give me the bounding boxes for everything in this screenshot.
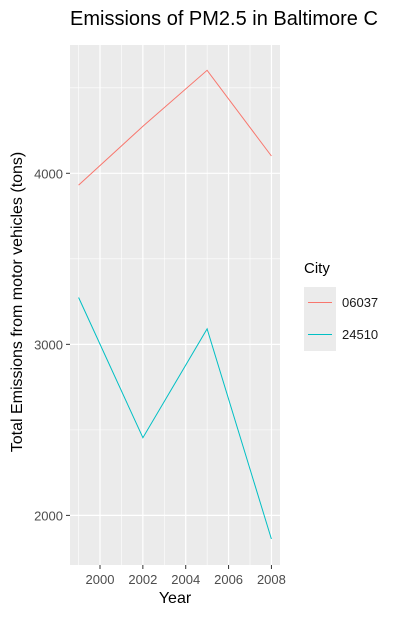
legend-item-06037: 06037 [304,287,378,319]
x-tick-label: 2002 [128,572,157,587]
chart-title: Emissions of PM2.5 in Baltimore C [70,8,378,30]
legend-line-24510 [308,334,332,335]
x-axis-label: Year [158,590,192,607]
legend-key-24510 [304,319,336,351]
plot-panel [70,45,280,565]
tick-labels: 2000 2002 2004 2006 2008 2000 3000 4000 [34,166,286,587]
legend-key-06037 [304,287,336,319]
y-tick-label: 2000 [34,508,63,523]
y-tick-label: 3000 [34,337,63,352]
minor-gridlines [70,45,280,565]
major-gridlines [70,45,280,565]
series-lines [78,69,272,540]
axis-ticks [66,172,272,569]
y-tick-label: 4000 [34,166,63,181]
legend-title: City [304,260,330,277]
y-axis-label: Total Emissions from motor vehicles (ton… [9,151,26,453]
x-tick-label: 2006 [214,572,243,587]
legend-label-06037: 06037 [342,295,379,310]
series-line-24510 [78,297,272,540]
legend-line-06037 [308,302,332,303]
legend: City 06037 24510 [304,260,378,351]
x-tick-label: 2008 [257,572,286,587]
x-tick-label: 2004 [171,572,200,587]
legend-item-24510: 24510 [304,319,378,351]
legend-label-24510: 24510 [342,327,379,342]
x-tick-label: 2000 [86,572,115,587]
series-line-06037 [78,69,272,186]
